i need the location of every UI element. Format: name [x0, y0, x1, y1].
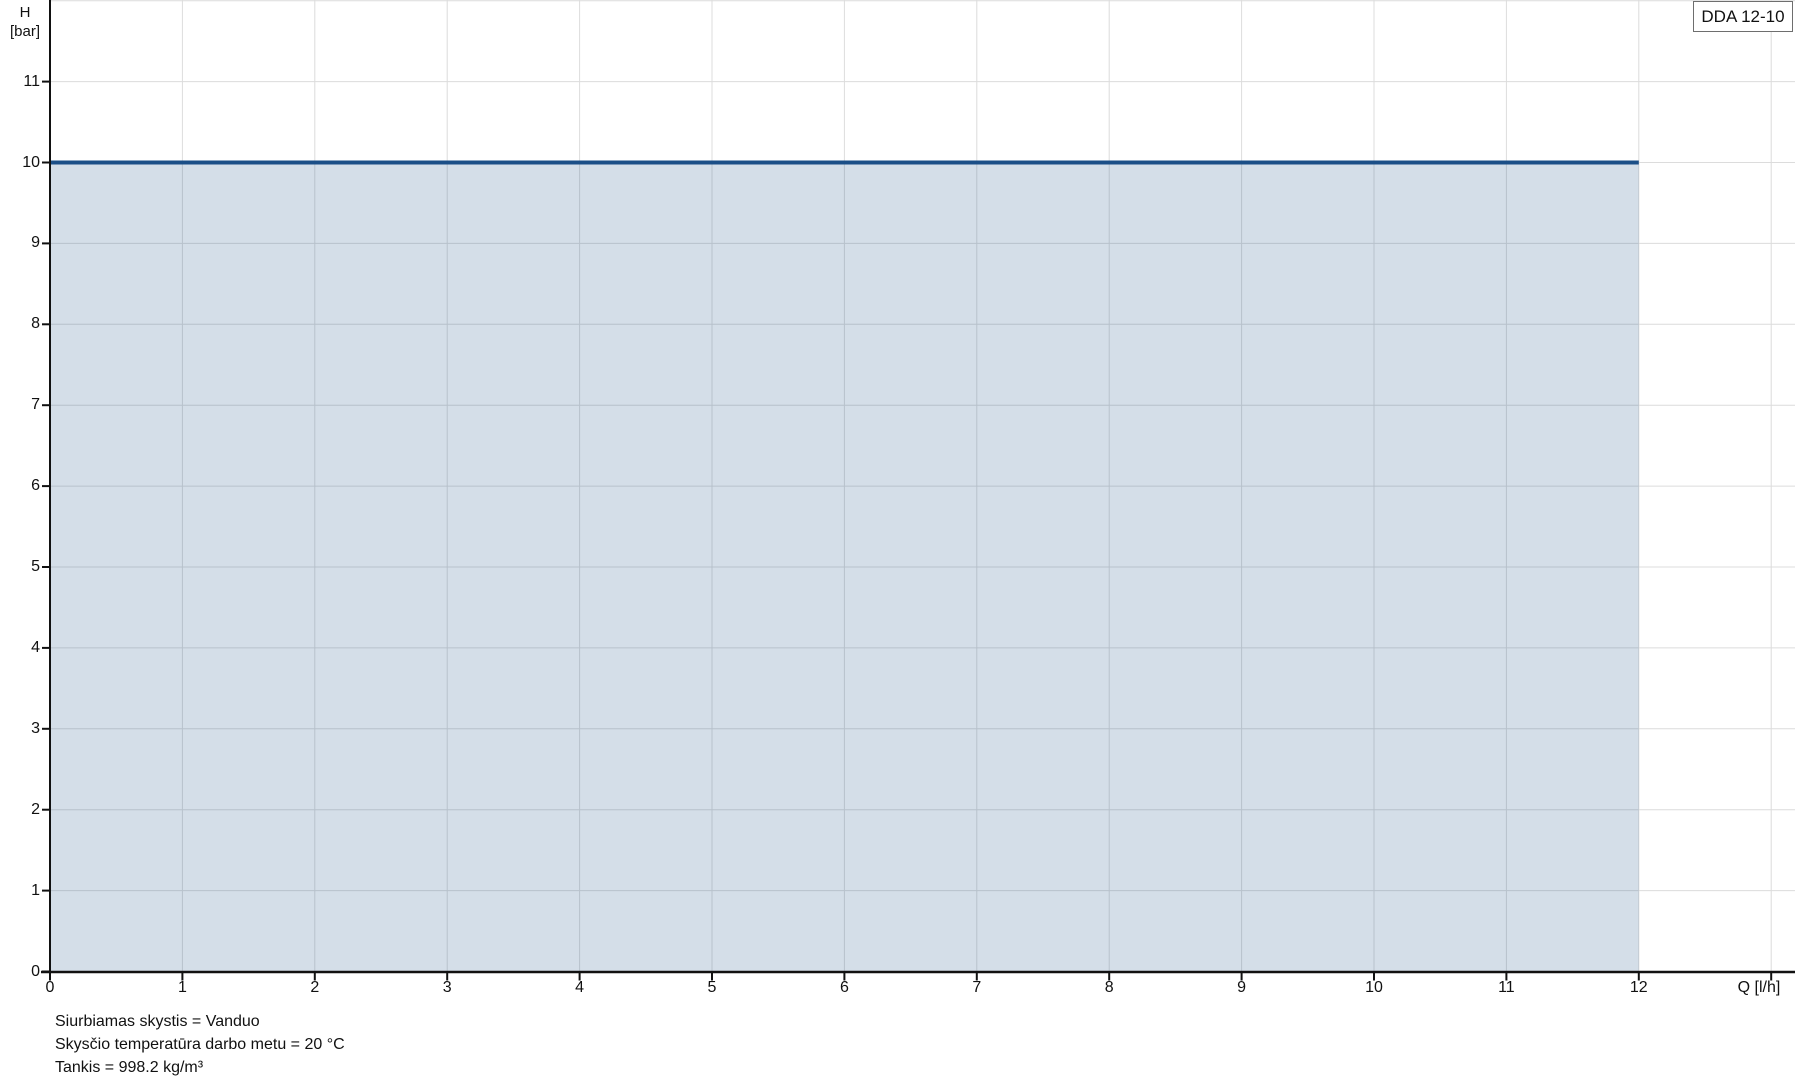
- y-tick-label: 1: [31, 881, 40, 899]
- y-tick-label: 9: [31, 234, 40, 252]
- y-tick-label: 0: [31, 962, 40, 980]
- footnote-density: Tankis = 998.2 kg/m³: [55, 1059, 204, 1076]
- y-tick-label: 2: [31, 800, 40, 818]
- x-tick-label: 8: [1104, 979, 1114, 996]
- legend-box: DDA 12-10: [1693, 1, 1793, 32]
- y-tick-label: 5: [31, 558, 40, 575]
- y-tick-label: 3: [31, 719, 40, 737]
- y-tick-label: 4: [31, 638, 40, 656]
- x-tick-label: 0: [45, 979, 55, 996]
- x-axis-title: Q [l/h]: [1737, 979, 1781, 996]
- y-tick-label: 10: [22, 153, 40, 171]
- footnote-pumped-liquid: Siurbiamas skystis = Vanduo: [55, 1013, 260, 1030]
- x-tick-label: 3: [442, 979, 452, 996]
- x-tick-label: 11: [1498, 979, 1515, 996]
- x-tick-label: 6: [839, 979, 849, 996]
- legend-pump-model-label: DDA 12-10: [1701, 7, 1785, 26]
- x-tick-label: 7: [972, 979, 982, 996]
- y-tick-label: 6: [31, 477, 40, 495]
- pump-curve-area: [50, 162, 1639, 972]
- y-axis-title: H [bar]: [2, 3, 48, 41]
- y-axis-title-unit: [bar]: [9, 23, 40, 40]
- y-axis-title-quantity: H: [19, 4, 31, 21]
- x-tick-label: 12: [1629, 979, 1648, 996]
- x-tick-label: 9: [1237, 979, 1247, 996]
- chart-footnotes: Siurbiamas skystis = Vanduo Skysčio temp…: [55, 1010, 345, 1079]
- footnote-liquid-temperature: Skysčio temperatūra darbo metu = 20 °C: [55, 1036, 345, 1053]
- y-tick-label: 7: [31, 396, 40, 414]
- y-tick-label: 8: [31, 315, 40, 333]
- x-tick-label: 4: [575, 979, 585, 996]
- x-tick-label: 5: [707, 979, 717, 996]
- y-tick-label: 11: [23, 72, 40, 90]
- x-tick-label: 10: [1365, 979, 1383, 996]
- x-tick-label: 2: [310, 979, 320, 996]
- x-tick-label: 1: [177, 979, 187, 996]
